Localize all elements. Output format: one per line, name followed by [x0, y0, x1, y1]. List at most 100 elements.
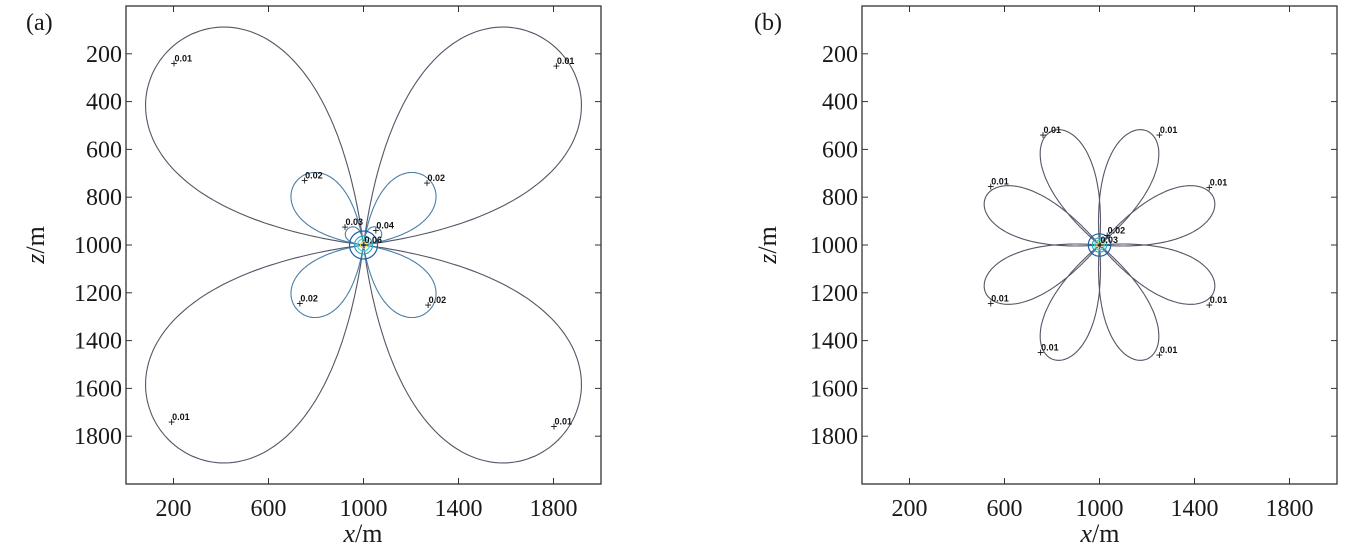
panel-a: (a) 200 600 1000 1400 1800 200 400 600 800 1000 12…	[21, 5, 602, 548]
panel-b-ytick-label: 800	[822, 185, 858, 211]
panel-b-ylabel: z/m	[753, 226, 782, 265]
panel-a-ticks: 200 600 1000 1400 1800 200 400 600 800 1000 1200 14…	[74, 6, 601, 522]
panel-b-ticks: 200 600 1000 1400 1800 200 400 600 800 1000 1200 14…	[810, 6, 1337, 522]
contour-core-ring	[348, 230, 379, 260]
contour-level-label: 0.01	[172, 412, 190, 422]
contour-level-label: 0.01	[991, 294, 1009, 304]
panel-a-contour-labels: +0.01+0.01+0.01+0.01+0.02+0.02+0.02 +0.02…	[168, 53, 574, 433]
contour-lobe-0-01	[1039, 244, 1102, 361]
contour-lobe-0-04	[362, 226, 383, 246]
panel-a-ytick-label: 1800	[74, 424, 122, 450]
contour-marker: +	[296, 297, 303, 311]
contour-core-ring	[1096, 242, 1103, 249]
panel-b-ytick-label: 600	[822, 137, 858, 163]
contour-level-label: 0.03	[346, 217, 364, 227]
contour-marker: +	[1097, 238, 1104, 252]
panel-b-xlabel: x/m	[1080, 519, 1120, 548]
panel-b-ytick-label: 1600	[810, 376, 858, 402]
panel-a-xtick-label: 1400	[435, 496, 483, 522]
panel-a-ylabel: z/m	[21, 226, 50, 265]
contour-level-label: 0.01	[557, 56, 575, 66]
contour-level-label: 0.01	[1160, 125, 1178, 135]
panel-b-contours	[983, 129, 1216, 361]
contour-level-label: 0.01	[1041, 343, 1059, 353]
panel-a-ytick-label: 1200	[74, 281, 122, 307]
contour-marker: +	[1040, 128, 1047, 142]
contour-level-label: 0.02	[300, 294, 318, 304]
contour-lobe-0-03	[344, 226, 365, 246]
panel-a-xlabel: x/m	[343, 519, 383, 548]
panel-a-ytick-label: 600	[86, 137, 122, 163]
panel-b-xtick-label: 1400	[1171, 496, 1219, 522]
contour-core-ring	[1091, 237, 1108, 253]
contour-level-label: 0.01	[1160, 345, 1178, 355]
panel-b-xtick-label: 1000	[1076, 496, 1124, 522]
panel-a-xtick-label: 1800	[530, 496, 578, 522]
contour-marker: +	[987, 179, 994, 193]
contour-lobe-0-02	[290, 171, 365, 246]
contour-marker: +	[1104, 228, 1111, 242]
panel-b-ytick-label: 1400	[810, 329, 858, 355]
contour-lobe-0-02	[290, 244, 365, 319]
panel-a-xtick-label: 600	[251, 496, 287, 522]
panel-a-ytick-label: 1000	[74, 233, 122, 259]
panel-b-label: (b)	[754, 10, 782, 36]
contour-marker: +	[1206, 298, 1213, 312]
contour-marker: +	[553, 59, 560, 73]
contour-level-label: 0.01	[1210, 295, 1228, 305]
contour-marker: +	[1156, 128, 1163, 142]
contour-level-label: 0.02	[429, 295, 447, 305]
panel-a-contours	[145, 26, 582, 464]
contour-lobe-0-01	[1098, 185, 1216, 247]
contour-level-label: 0.01	[1210, 178, 1228, 188]
contour-lobe-0-01	[1098, 243, 1216, 305]
panel-a-ytick-label: 200	[86, 42, 122, 68]
contour-level-label: 0.06	[365, 235, 383, 245]
contour-marker: +	[425, 298, 432, 312]
contour-lobe-0-01	[1039, 129, 1102, 246]
panel-b-xtick-label: 1800	[1266, 496, 1314, 522]
contour-marker: +	[551, 420, 558, 434]
contour-marker: +	[168, 415, 175, 429]
panel-b-ytick-label: 200	[822, 42, 858, 68]
contour-lobe-0-02	[362, 171, 437, 246]
contour-marker: +	[342, 220, 349, 234]
contour-marker: +	[1206, 181, 1213, 195]
contour-level-label: 0.02	[305, 170, 323, 180]
panel-a-xtick-label: 200	[156, 496, 192, 522]
contour-level-label: 0.01	[175, 53, 193, 63]
contour-lobe-0-01	[983, 185, 1101, 247]
panel-a-label: (a)	[26, 10, 53, 36]
contour-lobe-0-01	[362, 26, 582, 246]
contour-level-label: 0.01	[991, 176, 1009, 186]
contour-marker: +	[171, 56, 178, 70]
contour-level-label: 0.02	[427, 173, 445, 183]
contour-lobe-0-01	[145, 26, 365, 246]
panel-b-ytick-label: 1800	[810, 424, 858, 450]
contour-marker: +	[361, 238, 368, 252]
contour-level-label: 0.01	[1044, 125, 1062, 135]
panel-b-ytick-label: 1200	[810, 281, 858, 307]
contour-level-label: 0.01	[555, 417, 573, 427]
contour-marker: +	[301, 173, 308, 187]
contour-level-label: 0.03	[1101, 235, 1119, 245]
contour-core-ring	[359, 241, 368, 249]
contour-level-label: 0.04	[376, 221, 394, 231]
contour-lobe-0-01	[145, 244, 365, 464]
contour-level-label: 0.02	[1108, 225, 1126, 235]
panel-b-ytick-label: 1000	[810, 233, 858, 259]
contour-core-ring	[1087, 233, 1112, 257]
panel-b: (b) 200 600 1000 1400 1800 200 400 600 800 1000 12…	[753, 5, 1338, 548]
contour-marker: +	[423, 176, 430, 190]
contour-marker: +	[1156, 348, 1163, 362]
contour-core-ring	[353, 235, 374, 255]
panel-b-ytick-label: 400	[822, 90, 858, 116]
contour-core-ring	[1094, 239, 1105, 251]
panel-a-ytick-label: 800	[86, 185, 122, 211]
contour-lobe-0-02	[362, 244, 437, 319]
panel-a-xtick-label: 1000	[340, 496, 388, 522]
contour-lobe-0-01	[362, 244, 582, 464]
panel-b-contour-labels: +0.01 +0.01+0.01 +0.01+0.01 +0.01+0.01+0.01…	[987, 125, 1227, 362]
contour-marker: +	[1037, 346, 1044, 360]
